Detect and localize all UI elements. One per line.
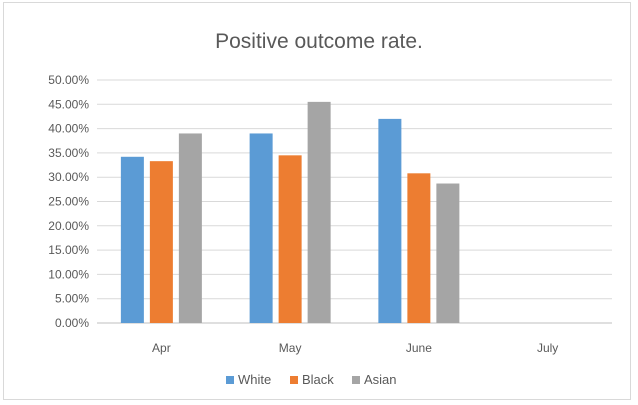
y-tick-label: 20.00% [48,219,89,233]
y-tick-label: 40.00% [48,122,89,136]
x-axis: Apr May June July [152,341,558,355]
bar-white-may [249,133,273,323]
legend-label-black: Black [302,372,334,387]
legend-swatch-black [290,376,298,384]
gridlines [97,79,612,324]
y-tick-label: 10.00% [48,267,89,281]
bar-black-apr [149,161,173,323]
y-tick-label: 0.00% [55,316,89,330]
y-tick-label: 25.00% [48,195,89,209]
y-tick-label: 45.00% [48,97,89,111]
x-tick-label: July [537,341,558,355]
bar-asian-may [307,101,331,324]
y-tick-label: 35.00% [48,146,89,160]
legend-label-asian: Asian [364,372,397,387]
y-axis: 0.00% 5.00% 10.00% 15.00% 20.00% 25.00% 30.00%… [48,73,89,330]
chart-title: Positive outcome rate. [215,30,423,53]
legend-swatch-asian [352,376,360,384]
bars [120,101,460,324]
bar-white-apr [120,156,144,323]
x-tick-label: June [406,341,432,355]
legend: White Black Asian [226,372,397,387]
bar-white-june [378,118,402,323]
bar-black-may [278,155,302,323]
bar-black-june [407,173,431,323]
y-tick-label: 50.00% [48,73,89,87]
bar-asian-apr [178,133,202,323]
y-tick-label: 5.00% [55,292,89,306]
x-tick-label: Apr [152,341,171,355]
y-tick-label: 15.00% [48,243,89,257]
x-tick-label: May [279,341,302,355]
bar-asian-june [436,183,460,323]
legend-label-white: White [238,372,271,387]
y-tick-label: 30.00% [48,170,89,184]
legend-swatch-white [226,376,234,384]
